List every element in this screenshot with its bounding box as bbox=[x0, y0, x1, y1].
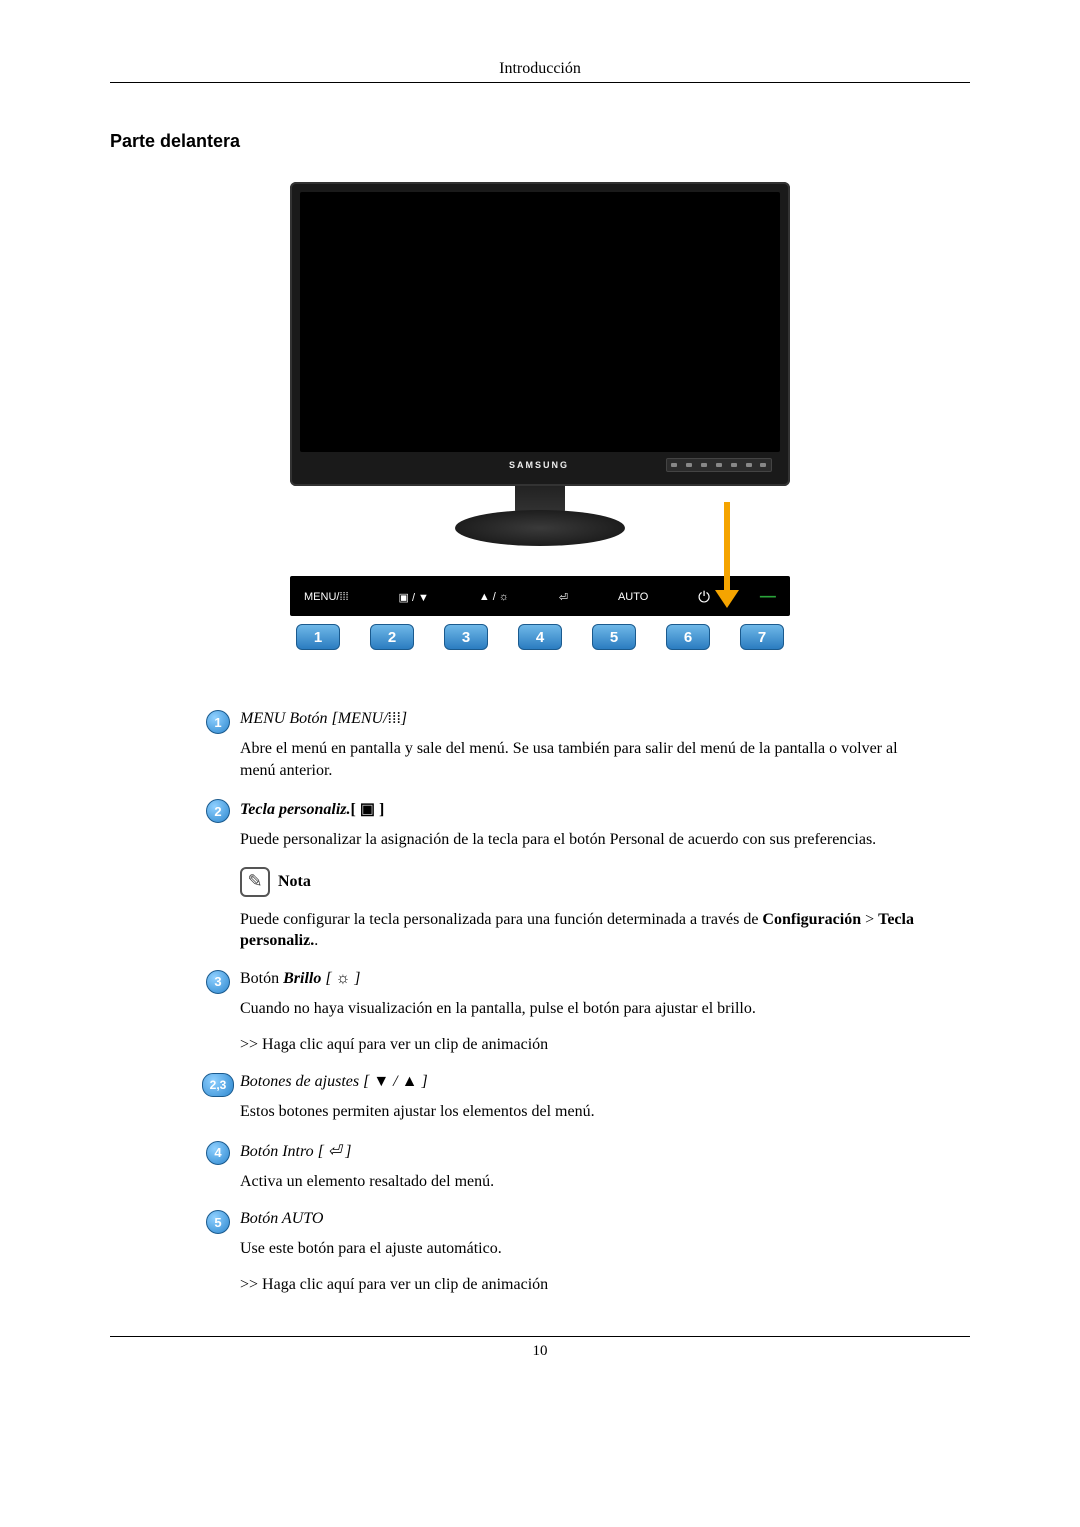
entry-23-title: Botones de ajustes [ ▼ / ▲ ] bbox=[240, 1073, 930, 1091]
entry-23-body: Estos botones permiten ajustar los eleme… bbox=[240, 1101, 930, 1123]
note-block: ✎ Nota bbox=[240, 867, 930, 897]
note-label: Nota bbox=[278, 873, 311, 891]
entry-5-body: Use este botón para el ajuste automático… bbox=[240, 1238, 930, 1260]
entry-2-body: Puede personalizar la asignación de la t… bbox=[240, 829, 930, 851]
entry-bullet-4: 4 bbox=[206, 1141, 230, 1165]
entry-1-title-suffix: ] bbox=[401, 710, 407, 727]
entry-3-title: Botón Brillo [ ☼ ] bbox=[240, 970, 930, 988]
monitor-figure: SAMSUNG MENU/⁞⁞⁞ ▣ / ▼ ▲ / ☼ ⏎ AUTO ⏻ — … bbox=[290, 182, 790, 650]
callout-4: 4 bbox=[518, 624, 562, 650]
callout-1: 1 bbox=[296, 624, 340, 650]
enter-icon: ⏎ bbox=[559, 591, 568, 604]
config-sep: > bbox=[861, 911, 878, 928]
entry-1-title: MENU Botón [MENU/⁞⁞⁞] bbox=[240, 710, 930, 728]
entry-bullet-23: 2,3 bbox=[202, 1073, 234, 1097]
entry-1-body: Abre el menú en pantalla y sale del menú… bbox=[240, 738, 930, 781]
entry-1: 1 MENU Botón [MENU/⁞⁞⁞] Abre el menú en … bbox=[240, 710, 930, 781]
entry-3: 3 Botón Brillo [ ☼ ] Cuando no haya visu… bbox=[240, 970, 930, 1055]
entry-5-title: Botón AUTO bbox=[240, 1210, 930, 1228]
monitor-button-strip bbox=[666, 458, 772, 472]
entry-2: 2 Tecla personaliz.[ ▣ ] Puede personali… bbox=[240, 799, 930, 952]
entry-1-title-prefix: MENU Botón [MENU/ bbox=[240, 710, 388, 727]
monitor-stand bbox=[290, 486, 790, 546]
callout-row: 1 2 3 4 5 6 7 bbox=[290, 616, 790, 650]
entry-2-title-bold: Tecla personaliz. bbox=[240, 801, 351, 818]
entry-bullet-1: 1 bbox=[206, 710, 230, 734]
callout-6: 6 bbox=[666, 624, 710, 650]
entry-4-title: Botón Intro [ ⏎ ] bbox=[240, 1141, 930, 1161]
note-icon: ✎ bbox=[240, 867, 270, 897]
config-label: Configuración bbox=[762, 911, 861, 928]
monitor-bezel: SAMSUNG bbox=[300, 452, 780, 476]
callout-3: 3 bbox=[444, 624, 488, 650]
entry-4-body: Activa un elemento resaltado del menú. bbox=[240, 1171, 930, 1193]
entry-2-note-body: Puede configurar la tecla personalizada … bbox=[240, 909, 930, 952]
page-number: 10 bbox=[533, 1343, 548, 1359]
entry-3-title-prefix: Botón bbox=[240, 970, 283, 987]
callout-5: 5 bbox=[592, 624, 636, 650]
entry-2-title: Tecla personaliz.[ ▣ ] bbox=[240, 799, 930, 819]
callout-arrow-head bbox=[715, 590, 739, 608]
indicator-icon: — bbox=[760, 588, 776, 606]
menu-glyph-icon: ⁞⁞⁞ bbox=[388, 710, 401, 727]
brightness-glyph-icon: [ ☼ ] bbox=[321, 970, 360, 987]
entry-4: 4 Botón Intro [ ⏎ ] Activa un elemento r… bbox=[240, 1141, 930, 1193]
auto-icon: AUTO bbox=[618, 591, 648, 603]
brightness-up-icon: ▲ / ☼ bbox=[479, 591, 509, 603]
config-suffix: . bbox=[314, 932, 318, 949]
customize-glyph-icon: [ ▣ ] bbox=[351, 801, 385, 818]
entry-bullet-3: 3 bbox=[206, 970, 230, 994]
page-header: Introducción bbox=[110, 60, 970, 83]
entry-bullet-5: 5 bbox=[206, 1210, 230, 1234]
section-title: Parte delantera bbox=[110, 131, 970, 152]
entries-list: 1 MENU Botón [MENU/⁞⁞⁞] Abre el menú en … bbox=[240, 710, 930, 1296]
power-icon: ⏻ bbox=[698, 589, 710, 606]
monitor-body: SAMSUNG bbox=[290, 182, 790, 486]
header-title: Introducción bbox=[499, 60, 581, 77]
customize-down-icon: ▣ / ▼ bbox=[399, 591, 429, 604]
entry-2-note-prefix: Puede configurar la tecla personalizada … bbox=[240, 911, 762, 928]
callout-2: 2 bbox=[370, 624, 414, 650]
entry-3-title-bold: Brillo bbox=[283, 970, 321, 987]
callout-arrow-line bbox=[724, 502, 730, 592]
entry-5-clip-link[interactable]: >> Haga clic aquí para ver un clip de an… bbox=[240, 1274, 930, 1296]
callout-7: 7 bbox=[740, 624, 784, 650]
entry-3-clip-link[interactable]: >> Haga clic aquí para ver un clip de an… bbox=[240, 1034, 930, 1056]
page-footer: 10 bbox=[110, 1336, 970, 1360]
entry-23: 2,3 Botones de ajustes [ ▼ / ▲ ] Estos b… bbox=[240, 1073, 930, 1123]
entry-3-body: Cuando no haya visualización en la panta… bbox=[240, 998, 930, 1020]
entry-5: 5 Botón AUTO Use este botón para el ajus… bbox=[240, 1210, 930, 1295]
monitor-logo: SAMSUNG bbox=[509, 460, 569, 470]
entry-bullet-2: 2 bbox=[206, 799, 230, 823]
menu-button-icon: MENU/⁞⁞⁞ bbox=[304, 591, 349, 603]
monitor-screen bbox=[300, 192, 780, 452]
